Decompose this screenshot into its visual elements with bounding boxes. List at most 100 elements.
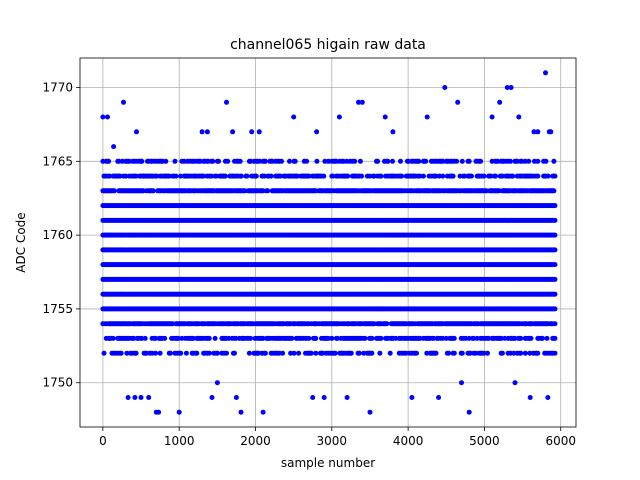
data-point (210, 158, 216, 164)
data-point (335, 335, 340, 341)
data-point (153, 335, 158, 341)
y-tick-label: 1760 (42, 228, 73, 242)
data-point (214, 350, 220, 356)
data-point (454, 158, 460, 164)
data-point (262, 350, 268, 356)
data-point (398, 158, 403, 164)
data-point (433, 350, 439, 356)
data-point (204, 129, 210, 135)
data-point (367, 409, 373, 415)
data-point (552, 350, 558, 356)
data-point (489, 114, 495, 120)
data-point (442, 85, 448, 90)
data-point (471, 335, 477, 341)
data-point (416, 158, 422, 164)
data-point (539, 335, 545, 341)
data-point (459, 380, 464, 386)
data-point (548, 129, 554, 135)
x-tick-label: 6000 (545, 434, 576, 448)
data-point (545, 395, 551, 400)
data-point (162, 335, 168, 341)
data-point (362, 335, 368, 341)
data-point (459, 158, 465, 164)
data-point (332, 350, 338, 356)
data-point (450, 173, 456, 179)
data-point (153, 350, 158, 356)
data-point (387, 350, 393, 356)
x-tick-label: 1000 (164, 434, 195, 448)
data-point (436, 395, 442, 400)
data-point (498, 335, 504, 341)
data-point (289, 335, 295, 341)
data-point (216, 158, 221, 164)
data-point (516, 114, 522, 120)
data-point (527, 395, 533, 400)
data-point (552, 276, 558, 282)
data-point (237, 158, 243, 164)
data-point (345, 173, 351, 179)
data-point (124, 350, 130, 356)
data-point (212, 335, 218, 341)
data-point (256, 129, 262, 135)
data-point (459, 350, 465, 356)
data-point (507, 158, 513, 164)
y-axis-label: ADC Code (14, 212, 28, 272)
data-point (552, 232, 558, 238)
data-point (146, 395, 152, 400)
data-point (512, 380, 518, 386)
data-point (485, 350, 490, 356)
data-point (232, 350, 237, 356)
data-point (249, 129, 255, 135)
data-point (138, 395, 144, 400)
data-point (481, 173, 487, 179)
data-point (260, 409, 266, 415)
data-point (214, 380, 220, 386)
data-point (352, 158, 358, 164)
data-point (535, 350, 541, 356)
data-point (478, 158, 484, 164)
data-point (224, 350, 229, 356)
x-tick-label: 2000 (240, 434, 271, 448)
data-point (463, 335, 469, 341)
data-point (238, 173, 244, 179)
data-point (110, 335, 116, 341)
data-point (125, 395, 131, 400)
data-point (206, 350, 212, 356)
data-point (390, 129, 396, 135)
data-point (306, 335, 312, 341)
data-point (552, 262, 558, 268)
data-point (527, 350, 533, 356)
data-point (486, 335, 492, 341)
data-point (384, 321, 390, 327)
y-tick-label: 1755 (42, 302, 73, 316)
data-point (552, 335, 558, 341)
data-point (552, 217, 558, 223)
data-point (291, 350, 297, 356)
y-tick-label: 1765 (42, 154, 73, 168)
data-point (526, 158, 532, 164)
data-point (100, 114, 106, 120)
data-point (359, 99, 365, 105)
data-point (499, 350, 505, 356)
data-point (132, 395, 138, 400)
data-point (508, 85, 514, 90)
data-point (344, 395, 350, 400)
data-point (409, 395, 415, 400)
data-point (543, 70, 548, 76)
data-point (314, 129, 320, 135)
data-point (522, 350, 528, 356)
data-point (369, 335, 375, 341)
data-point (552, 247, 558, 253)
data-point (133, 350, 139, 356)
data-point (481, 350, 487, 356)
data-point (222, 173, 228, 179)
data-point (378, 173, 384, 179)
data-point (399, 173, 405, 179)
data-point (296, 350, 302, 356)
data-point (385, 158, 391, 164)
data-point (357, 158, 363, 164)
data-point (552, 321, 558, 327)
data-point (287, 158, 292, 164)
data-point (446, 350, 452, 356)
